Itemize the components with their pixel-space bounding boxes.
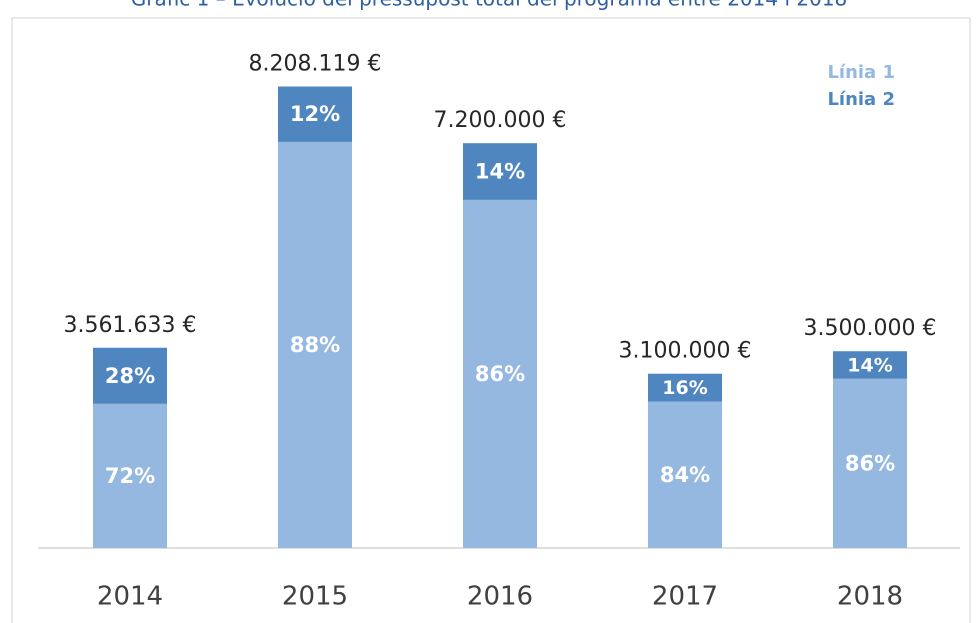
x-tick-label: 2016 — [467, 582, 533, 612]
segment-label: 12% — [290, 102, 340, 126]
segment-label: 14% — [475, 160, 525, 184]
segment-label: 86% — [845, 451, 895, 475]
bar-segment — [463, 199, 537, 548]
bar-segment — [833, 351, 907, 379]
total-label: 3.561.633 € — [64, 313, 197, 338]
bar-segment — [278, 86, 352, 142]
segment-label: 72% — [105, 464, 155, 488]
segment-label: 86% — [475, 362, 525, 386]
bar-segment — [648, 401, 722, 548]
x-tick-label: 2017 — [652, 582, 718, 612]
x-tick-label: 2014 — [97, 582, 163, 612]
bar-segment — [278, 141, 352, 549]
segment-label: 84% — [660, 463, 710, 487]
chart-frame — [11, 17, 971, 623]
segment-label: 88% — [290, 333, 340, 357]
segment-label: 16% — [662, 377, 707, 399]
bar-segment — [93, 347, 167, 404]
bar-segment — [463, 143, 537, 200]
total-label: 7.200.000 € — [434, 108, 567, 133]
x-tick-label: 2015 — [282, 582, 348, 612]
segment-label: 28% — [105, 364, 155, 388]
total-label: 3.500.000 € — [804, 316, 937, 341]
legend-entry: Línia 1 — [827, 62, 895, 83]
legend-entry: Línia 2 — [827, 89, 895, 110]
bar-segment — [93, 403, 167, 548]
bar-segment — [648, 373, 722, 402]
total-label: 8.208.119 € — [249, 52, 382, 77]
bar-segment — [833, 378, 907, 548]
x-tick-label: 2018 — [837, 582, 903, 612]
total-label: 3.100.000 € — [619, 339, 752, 364]
segment-label: 14% — [847, 354, 892, 376]
chart-title: Gràfic 1 – Evolució del pressupost total… — [131, 0, 848, 11]
